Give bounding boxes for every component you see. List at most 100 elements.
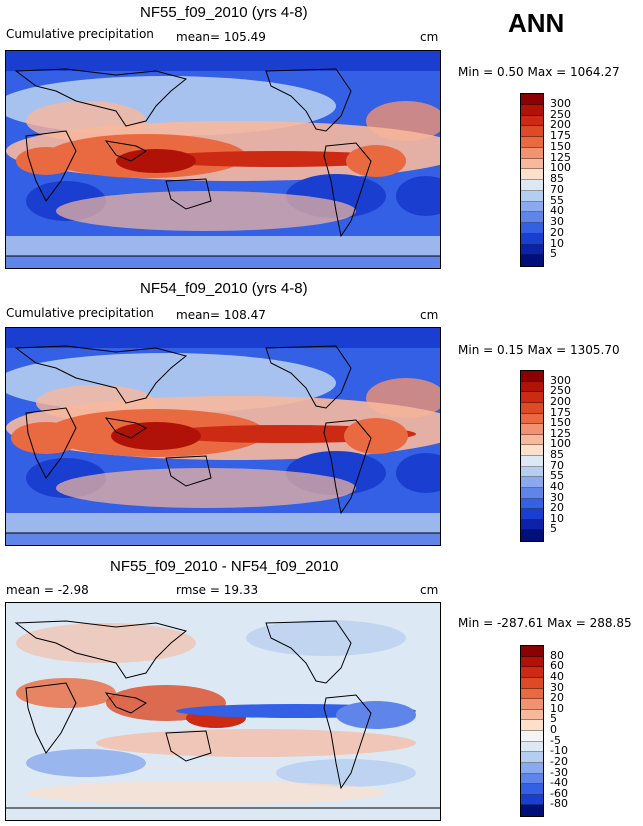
colorbar-tick-label: 125 xyxy=(550,150,571,164)
panel-2-title: NF54_f09_2010 (yrs 4-8) xyxy=(140,280,308,297)
colorbar-tick-label: 175 xyxy=(550,405,571,419)
colorbar-tick-label: 20 xyxy=(550,501,564,515)
colorbar-segment xyxy=(521,424,543,435)
panel-2-field xyxy=(6,328,440,545)
colorbar-segment xyxy=(521,741,543,753)
panel-3-field xyxy=(6,603,440,820)
colorbar-segment xyxy=(521,773,543,785)
colorbar-tick-label: -30 xyxy=(550,765,568,779)
colorbar-tick-label: 70 xyxy=(550,458,564,472)
colorbar-segment xyxy=(521,201,543,213)
colorbar-segment xyxy=(521,413,543,425)
colorbar-segment xyxy=(521,509,543,520)
colorbar-tick-label: -5 xyxy=(550,733,561,747)
colorbar-tick-label: 100 xyxy=(550,161,571,175)
panel-1-title: NF55_f09_2010 (yrs 4-8) xyxy=(140,4,308,21)
colorbar-segment xyxy=(521,466,543,478)
panel-1-mean-label: mean= 105.49 xyxy=(176,30,266,44)
panel-1-units: cm xyxy=(420,30,439,44)
colorbar-segment xyxy=(521,445,543,456)
colorbar-tick-label: 5 xyxy=(550,247,557,261)
colorbar-segment xyxy=(521,137,543,148)
colorbar-tick-label: 85 xyxy=(550,448,564,461)
colorbar-segment xyxy=(521,688,543,700)
colorbar-segment xyxy=(521,519,543,531)
colorbar-tick-label: 40 xyxy=(550,669,564,683)
colorbar-tick-label: 100 xyxy=(550,437,571,451)
colorbar-tick-label: 200 xyxy=(550,394,571,408)
colorbar-segment xyxy=(521,381,543,393)
colorbar-segment xyxy=(521,233,543,245)
colorbar-segment xyxy=(521,223,543,234)
colorbar-tick-label: 55 xyxy=(550,193,564,207)
colorbar-segment xyxy=(521,762,543,774)
colorbar-segment xyxy=(521,94,543,105)
colorbar-segment xyxy=(521,402,543,414)
panel-1-minmax: Min = 0.50 Max = 1064.27 xyxy=(458,65,620,79)
colorbar-segment xyxy=(521,656,543,668)
panel-3-map xyxy=(5,602,441,821)
colorbar-segment xyxy=(521,498,543,510)
colorbar-tick-label: 20 xyxy=(550,691,564,705)
colorbar-segment xyxy=(521,752,543,763)
panel-3-title: NF55_f09_2010 - NF54_f09_2010 xyxy=(110,558,339,575)
season-label: ANN xyxy=(508,8,565,38)
colorbar-segment xyxy=(521,456,543,467)
colorbar-tick-label: 10 xyxy=(550,701,564,715)
colorbar-tick-label: 40 xyxy=(550,479,564,493)
colorbar-segment xyxy=(521,667,543,678)
colorbar-segment xyxy=(521,434,543,446)
colorbar-tick-label: 150 xyxy=(550,416,571,430)
panel-2-variable-label: Cumulative precipitation xyxy=(6,306,154,320)
colorbar-segment xyxy=(521,794,543,806)
panel-3-mean-label: mean = -2.98 xyxy=(6,583,89,597)
colorbar-segment xyxy=(521,646,543,657)
colorbar-tick-label: -20 xyxy=(550,754,568,768)
colorbar-segment xyxy=(521,720,543,731)
panel-1-field xyxy=(6,51,440,268)
panel-2-colorbar xyxy=(520,370,544,542)
colorbar-tick-label: 300 xyxy=(550,96,571,110)
colorbar-segment xyxy=(521,147,543,159)
panel-1-colorbar xyxy=(520,93,544,267)
colorbar-tick-label: 300 xyxy=(550,373,571,387)
colorbar-tick-label: 80 xyxy=(550,648,564,662)
panel-3-units: cm xyxy=(420,583,439,597)
colorbar-tick-label: -80 xyxy=(550,797,568,811)
colorbar-segment xyxy=(521,477,543,488)
panel-3-minmax: Min = -287.61 Max = 288.85 xyxy=(458,616,632,630)
colorbar-segment xyxy=(521,104,543,116)
colorbar-tick-label: 70 xyxy=(550,182,564,196)
colorbar-tick-label: 125 xyxy=(550,426,571,440)
colorbar-tick-label: 20 xyxy=(550,225,564,239)
colorbar-tick-label: 150 xyxy=(550,139,571,153)
colorbar-tick-label: -40 xyxy=(550,776,568,790)
colorbar-segment xyxy=(521,180,543,191)
panel-2-map xyxy=(5,327,441,546)
colorbar-tick-label: 0 xyxy=(550,723,557,736)
colorbar-segment xyxy=(521,699,543,710)
colorbar-segment xyxy=(521,784,543,795)
panel-2-units: cm xyxy=(420,308,439,322)
colorbar-tick-label: 200 xyxy=(550,118,571,132)
colorbar-segment xyxy=(521,255,543,266)
colorbar-tick-label: 10 xyxy=(550,236,564,250)
colorbar-segment xyxy=(521,169,543,180)
colorbar-segment xyxy=(521,677,543,689)
colorbar-segment xyxy=(521,487,543,499)
colorbar-segment xyxy=(521,115,543,127)
panel-2-minmax: Min = 0.15 Max = 1305.70 xyxy=(458,343,620,357)
colorbar-tick-label: -60 xyxy=(550,786,568,800)
colorbar-segment xyxy=(521,805,543,816)
colorbar-segment xyxy=(521,212,543,223)
colorbar-tick-label: 30 xyxy=(550,680,564,694)
colorbar-segment xyxy=(521,158,543,170)
colorbar-tick-label: 85 xyxy=(550,172,564,185)
colorbar-tick-label: 250 xyxy=(550,384,571,398)
colorbar-segment xyxy=(521,244,543,256)
colorbar-tick-label: 30 xyxy=(550,215,564,228)
colorbar-segment xyxy=(521,530,543,541)
panel-2-mean-label: mean= 108.47 xyxy=(176,308,266,322)
colorbar-segment xyxy=(521,126,543,137)
panel-1-map xyxy=(5,50,441,269)
